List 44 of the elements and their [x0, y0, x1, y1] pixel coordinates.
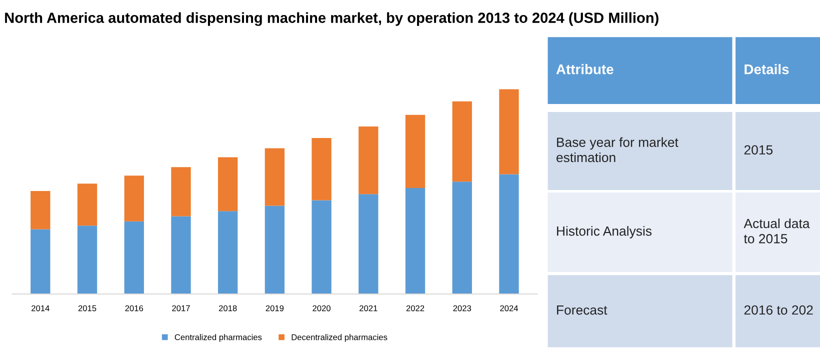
bar: [124, 221, 144, 294]
x-tick-label: 2020: [312, 305, 330, 312]
bar: [452, 182, 472, 294]
bar: [30, 191, 50, 230]
bar: [30, 229, 50, 294]
bar: [77, 184, 98, 226]
bar: [499, 174, 519, 294]
bar: [124, 176, 144, 222]
x-tick-label: 2022: [406, 305, 424, 312]
x-tick-label: 2016: [125, 305, 144, 312]
text: Base year for market estimation: [556, 137, 678, 162]
text: Historic Analysis: [557, 226, 652, 238]
x-tick-label: 2024: [500, 305, 518, 312]
text: Forecast: [557, 305, 608, 315]
x-tick-label: 2021: [360, 305, 378, 312]
legend-label: Decentralized pharmacies: [292, 334, 388, 342]
text: 2015: [744, 145, 773, 155]
text: Details: [744, 64, 789, 74]
bar: [218, 157, 238, 212]
x-tick-label: 2018: [218, 305, 237, 312]
bar: [358, 126, 378, 194]
bar: [452, 101, 472, 182]
bar: [218, 211, 238, 294]
text: Actual data to 2015: [744, 218, 810, 244]
chart-title: North America automated dispensing machine market, by operation 2013 to 2024 (USD Million): [5, 12, 658, 26]
bar: [264, 206, 285, 294]
bar: [405, 188, 426, 294]
legend-label: Centralized pharmacies: [174, 334, 262, 342]
bar: [77, 226, 98, 294]
bar: [171, 167, 191, 216]
x-tick-label: 2014: [32, 305, 50, 312]
bar: [171, 216, 191, 294]
x-tick-label: 2017: [172, 305, 190, 312]
text: Attribute: [556, 64, 614, 74]
x-tick-label: 2023: [453, 305, 472, 312]
x-tick-label: 2019: [266, 305, 284, 312]
text: 2016 to 202: [744, 305, 813, 315]
x-tick-label: 2015: [78, 305, 96, 312]
bar: [499, 89, 519, 174]
bar: [405, 114, 426, 188]
bar: [312, 200, 332, 294]
bar: [312, 138, 332, 200]
bar: [264, 148, 285, 206]
bar: [358, 194, 378, 294]
